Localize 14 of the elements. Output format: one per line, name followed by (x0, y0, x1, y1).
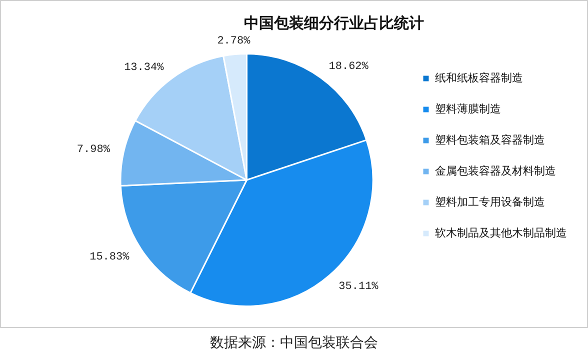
data-label: 13.34% (124, 62, 164, 74)
data-label: 18.62% (328, 61, 369, 74)
legend-label: 纸和纸板容器制造 (435, 71, 523, 84)
source-note: 数据来源：中国包装联合会 (209, 334, 379, 352)
data-label: 35.11% (338, 280, 379, 293)
chart-title: 中国包装细分行业占比统计 (244, 14, 424, 32)
legend-label: 塑料加工专用设备制造 (435, 195, 545, 208)
legend-label: 塑料包装箱及容器制造 (435, 133, 545, 146)
legend-label: 金属包装容器及材料制造 (435, 164, 556, 178)
data-label: 15.83% (90, 251, 130, 264)
legend-label: 塑料薄膜制造 (435, 102, 501, 116)
legend-label: 软木制品及其他木制品制造 (435, 226, 567, 240)
data-label: 2.78% (217, 35, 251, 48)
data-label: 7.98% (76, 144, 110, 156)
